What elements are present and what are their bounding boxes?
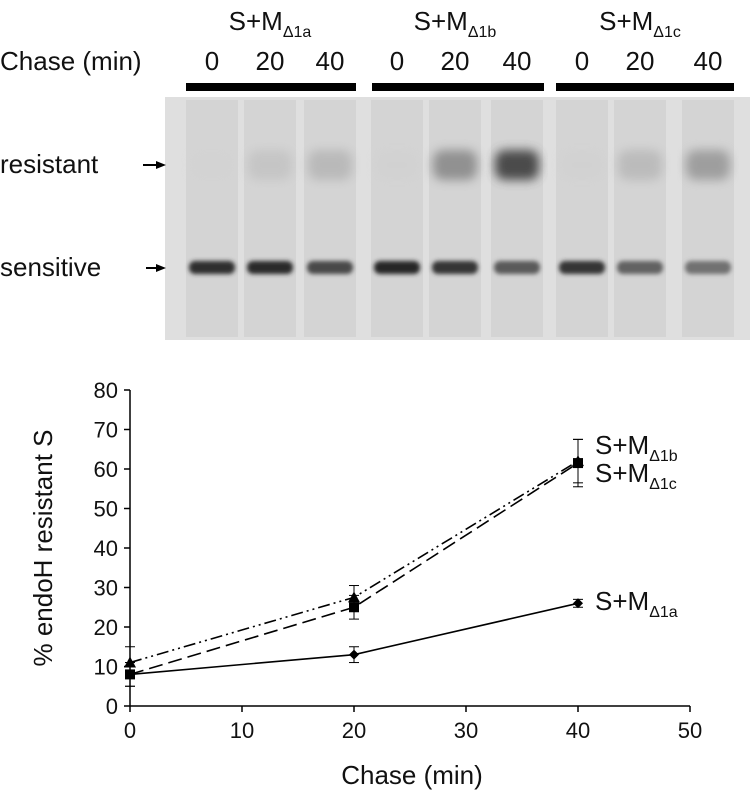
resistant-band [248,150,292,180]
resistant-band [495,150,539,180]
gel-lane [429,100,481,337]
series-line [129,460,579,664]
x-axis-label: Chase (min) [341,760,483,790]
gel-lane [491,100,543,337]
gel-background-shade [165,97,750,340]
x-tick-label: 30 [454,718,478,743]
gel-lane [304,100,356,337]
gel-group-label: S+MΔ1a [229,6,312,41]
y-tick-label: 10 [94,655,118,680]
x-tick-label: 20 [342,718,366,743]
sensitive-band [494,261,540,274]
resistant-arrow [143,161,166,169]
resistant-band [308,150,352,180]
series-label: S+MΔ1a [595,586,678,621]
lane-time-label: 40 [503,46,532,76]
sensitive-band [559,261,605,274]
lane-time-label: 40 [694,46,723,76]
resistant-band [433,150,477,180]
lane-time-label: 0 [575,46,589,76]
x-tick-label: 50 [678,718,702,743]
data-point [349,649,359,660]
y-tick-labels: 0 10 20 30 40 50 60 70 80 [94,378,130,719]
resistant-band [618,150,662,180]
gel-panel: Chase (min) S+MΔ1a 0 20 40 S+MΔ1b 0 20 4… [0,6,750,340]
gel-group-label: S+MΔ1b [414,6,497,41]
y-tick-label: 20 [94,615,118,640]
gel-lane [614,100,666,337]
series-label: S+MΔ1c [595,458,677,493]
sensitive-band [307,261,353,274]
resistant-band [686,150,730,180]
sensitive-band [189,261,235,274]
gel-group-header: S+MΔ1a 0 20 40 [186,6,356,91]
data-point [573,598,583,609]
gel-lane [556,100,608,337]
chase-label: Chase (min) [0,46,142,76]
y-tick-label: 60 [94,457,118,482]
sensitive-band [247,261,293,274]
y-tick-label: 30 [94,576,118,601]
lane-time-label: 0 [205,46,219,76]
x-tick-label: 0 [124,718,136,743]
group-bracket-bar [372,83,544,91]
resistant-band [190,150,234,180]
x-tick-labels: 0 10 20 30 40 50 [124,706,702,743]
gel-lane [186,100,238,337]
y-tick-label: 70 [94,418,118,443]
sensitive-band [685,261,731,274]
x-tick-label: 10 [230,718,254,743]
resistant-band [375,150,419,180]
sensitive-band [374,261,420,274]
gel-group-header: S+MΔ1c 0 20 40 [556,6,734,91]
y-tick-label: 50 [94,497,118,522]
resistant-band [560,150,604,180]
gel-lane [682,100,734,337]
y-tick-label: 80 [94,378,118,403]
sensitive-band [617,261,663,274]
gel-lanes [186,100,734,337]
line-chart: 0 10 20 30 40 50 60 70 80 0 10 20 30 40 50 % endoH re… [28,378,702,790]
x-tick-label: 40 [566,718,590,743]
gel-lane [371,100,423,337]
lane-time-label: 20 [441,46,470,76]
gel-group-header: S+MΔ1b 0 20 40 [372,6,544,91]
lane-time-label: 20 [626,46,655,76]
gel-image [165,97,750,340]
gel-group-label: S+MΔ1c [599,6,681,41]
lane-time-label: 20 [256,46,285,76]
group-bracket-bar [186,83,356,91]
series-layer [124,438,584,687]
sensitive-label: sensitive [0,252,101,282]
sensitive-arrow [146,264,166,272]
lane-time-label: 0 [390,46,404,76]
resistant-label: resistant [0,149,99,179]
series-line [129,462,579,676]
series-label: S+MΔ1b [595,430,678,465]
y-tick-label: 0 [106,694,118,719]
group-bracket-bar [556,83,734,91]
data-point [125,669,135,680]
gel-lane [244,100,296,337]
data-point [573,458,583,469]
y-axis-label: % endoH resistant S [28,429,58,666]
sensitive-band [432,261,478,274]
data-point [349,602,359,613]
lane-time-label: 40 [316,46,345,76]
y-tick-label: 40 [94,536,118,561]
